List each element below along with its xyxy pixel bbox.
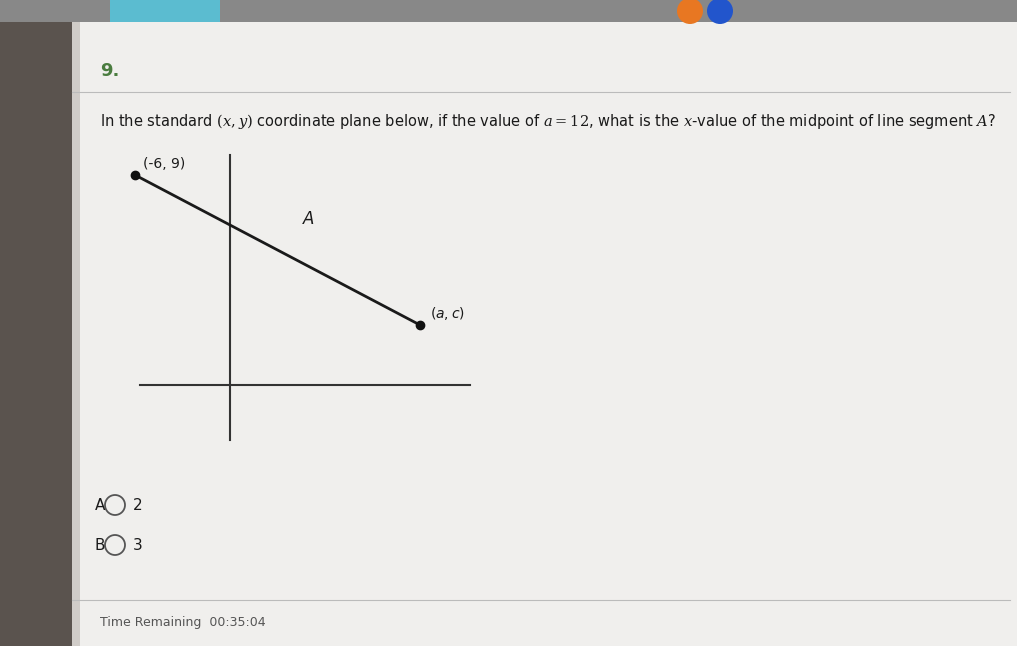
- Bar: [0, 0, 72, 646]
- Text: $(a, c)$: $(a, c)$: [430, 305, 465, 322]
- Text: Time Remaining  00:35:04: Time Remaining 00:35:04: [100, 616, 265, 629]
- Bar: [0, 0, 1017, 22]
- Text: 9.: 9.: [100, 62, 119, 80]
- Bar: [72, 0, 80, 646]
- Circle shape: [677, 0, 703, 24]
- Text: (-6, 9): (-6, 9): [143, 157, 185, 171]
- Text: A: A: [95, 497, 106, 512]
- Circle shape: [707, 0, 733, 24]
- Text: B: B: [95, 537, 106, 552]
- Bar: [110, 0, 220, 22]
- Text: 2: 2: [133, 497, 142, 512]
- Text: In the standard $(x, y)$ coordinate plane below, if the value of $a = 12$, what : In the standard $(x, y)$ coordinate plan…: [100, 112, 996, 131]
- Text: 3: 3: [133, 537, 142, 552]
- Text: $\mathit{A}$: $\mathit{A}$: [302, 210, 315, 228]
